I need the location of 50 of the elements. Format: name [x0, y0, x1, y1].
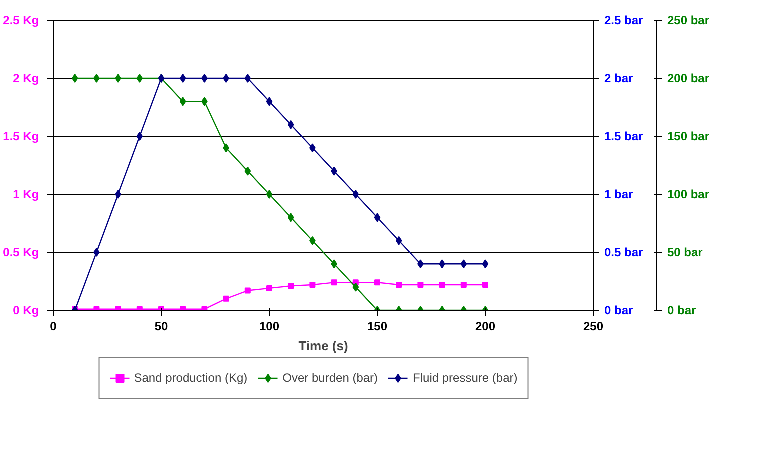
y2-tick-label: 1.5 bar [604, 130, 644, 144]
point [136, 132, 144, 141]
point [94, 74, 100, 83]
x-tick-label: 200 [475, 320, 496, 334]
point [94, 248, 100, 257]
y2-tick-label: 2 bar [604, 72, 634, 86]
point [266, 190, 273, 199]
point [244, 166, 252, 176]
point [374, 213, 381, 222]
y-tick-label: 1 Kg [13, 188, 40, 202]
y3-tick-label: 200 bar [668, 72, 710, 86]
y3-tick-label: 100 bar [668, 188, 710, 202]
y3-tick-label: 50 bar [668, 246, 704, 260]
point [136, 74, 144, 83]
point [482, 260, 489, 269]
y-tick-label: 1.5 Kg [3, 130, 40, 144]
y2-tick-label: 1 bar [604, 188, 634, 202]
x-tick-label: 150 [367, 320, 388, 334]
legend-label: Over burden (bar) [282, 371, 378, 385]
point [115, 190, 122, 199]
point [244, 74, 252, 83]
y3-tick-label: 250 bar [668, 14, 710, 28]
legend-label: Fluid pressure (bar) [413, 371, 518, 385]
point [266, 97, 273, 106]
x-tick-label: 50 [154, 320, 168, 334]
point [72, 74, 78, 83]
y2-tick-label: 0 bar [604, 304, 634, 318]
x-axis-title: Time (s) [298, 338, 348, 354]
point [460, 260, 468, 269]
x-tick-label: 0 [50, 320, 58, 334]
y-tick-label: 2 Kg [13, 72, 40, 86]
point [288, 213, 294, 222]
y-tick-label: 2.5 Kg [3, 14, 40, 28]
y-tick-label: 0 Kg [13, 304, 40, 318]
point [180, 97, 186, 106]
point [223, 74, 230, 83]
point [202, 74, 208, 83]
legend-label: Sand production (Kg) [134, 371, 248, 385]
y-tick-label: 0.5 Kg [3, 246, 40, 260]
point [352, 190, 360, 199]
y2-tick-label: 2.5 bar [604, 14, 644, 28]
y3-tick-label: 0 bar [668, 304, 697, 318]
y3-tick-label: 150 bar [668, 130, 710, 144]
point [396, 236, 402, 246]
point [180, 74, 186, 83]
point [115, 74, 122, 83]
point [288, 120, 294, 130]
y2-tick-label: 0.5 bar [604, 246, 644, 260]
x-tick-label: 250 [583, 320, 604, 334]
x-tick-label: 100 [259, 320, 280, 334]
